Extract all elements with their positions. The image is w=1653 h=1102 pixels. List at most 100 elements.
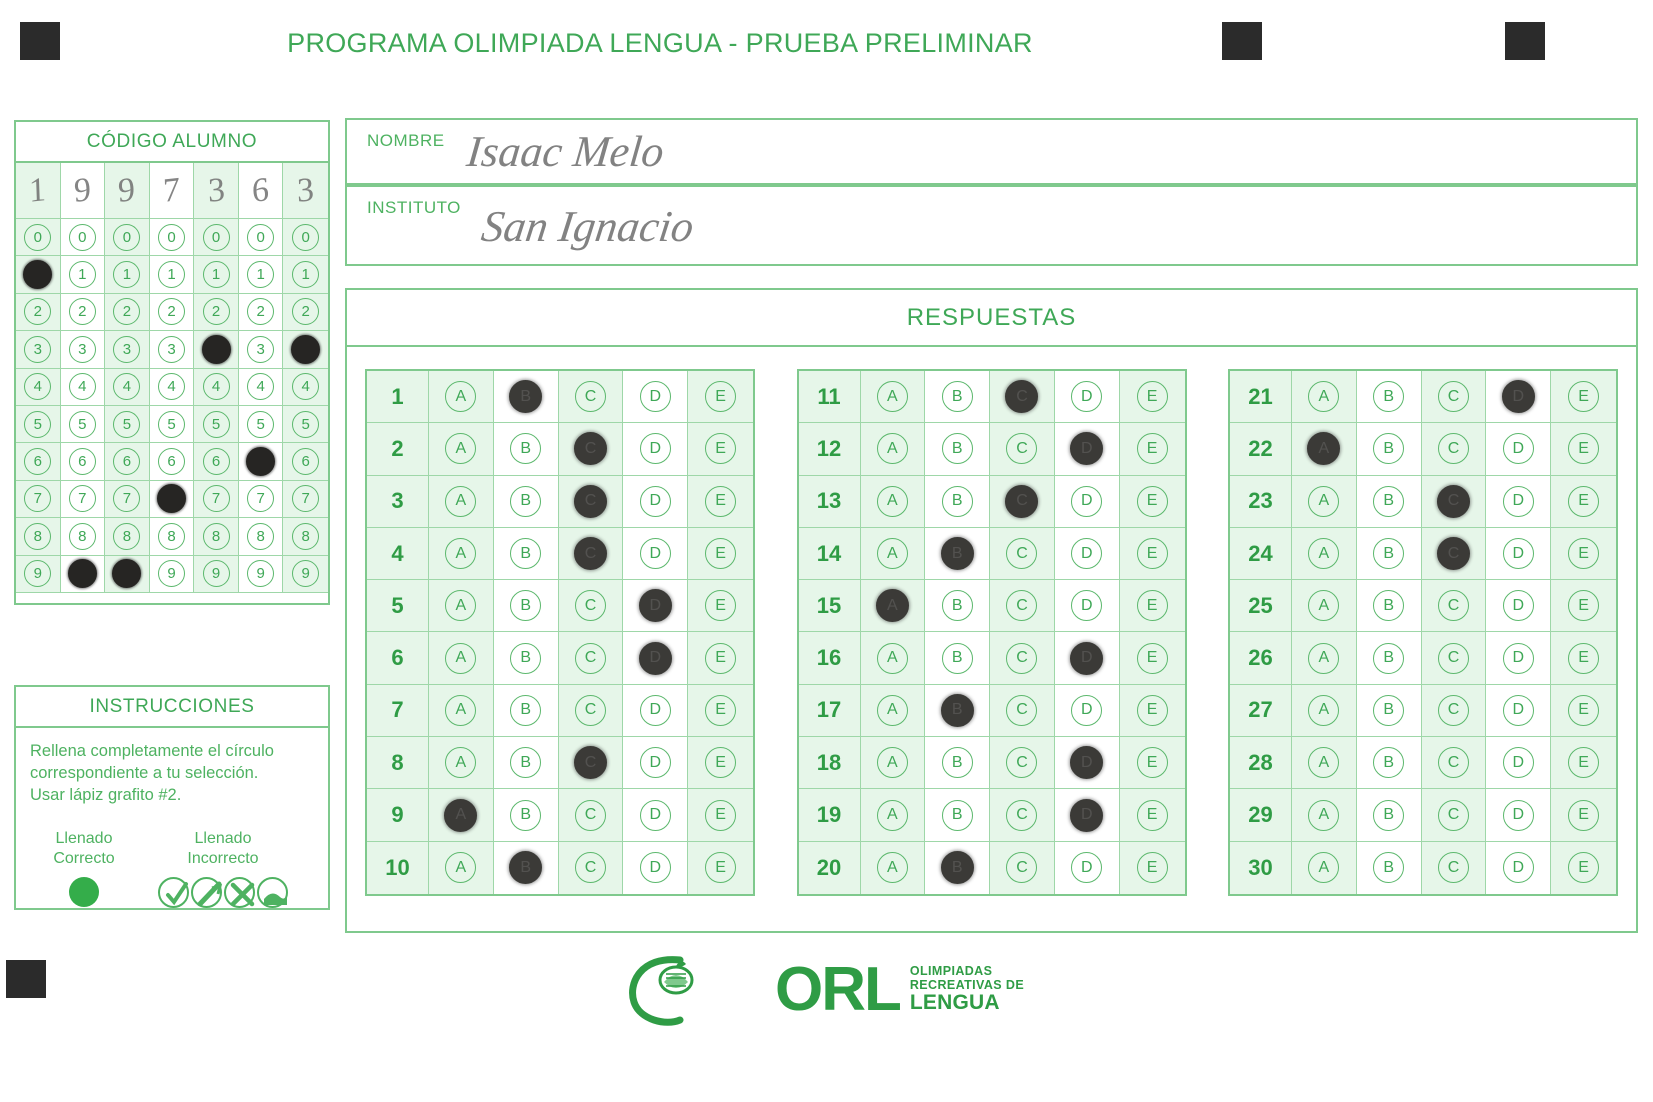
answer-option-cell[interactable]: A (860, 580, 926, 633)
answer-option-cell[interactable]: D (1486, 632, 1552, 685)
answer-bubble[interactable]: D (639, 433, 671, 465)
code-bubble[interactable]: 4 (157, 373, 185, 401)
answer-option-cell[interactable]: E (1119, 632, 1185, 685)
answer-bubble[interactable]: B (1373, 381, 1405, 413)
code-bubble-cell[interactable]: 1 (16, 256, 61, 294)
code-bubble[interactable]: 3 (113, 335, 141, 363)
answer-option-cell[interactable]: A (860, 737, 926, 790)
answer-option-cell[interactable]: C (558, 371, 624, 424)
answer-option-cell[interactable]: D (623, 423, 689, 476)
answer-bubble[interactable]: E (1136, 852, 1168, 884)
answer-option-cell[interactable]: A (429, 371, 494, 424)
answer-option-cell[interactable]: E (688, 737, 753, 790)
code-bubble-cell[interactable]: 2 (105, 293, 150, 332)
answer-bubble[interactable]: C (1437, 590, 1469, 622)
answer-option-cell[interactable]: B (925, 632, 991, 685)
answer-bubble[interactable]: C (1006, 538, 1038, 570)
answer-option-cell[interactable]: A (429, 423, 494, 476)
answer-bubble[interactable]: A (445, 642, 477, 674)
answer-option-cell[interactable]: E (688, 789, 753, 842)
answer-option-cell[interactable]: E (1551, 632, 1616, 685)
answer-bubble[interactable]: D (1502, 485, 1534, 517)
answer-option-cell[interactable]: C (990, 423, 1055, 476)
answer-option-cell[interactable]: B (925, 580, 991, 633)
answer-option-cell[interactable]: A (429, 475, 494, 528)
answer-bubble[interactable]: C (1006, 747, 1038, 779)
answer-bubble-filled[interactable]: D (1501, 380, 1535, 414)
code-bubble[interactable]: 7 (292, 485, 320, 513)
answer-option-cell[interactable]: B (493, 527, 559, 581)
code-bubble-cell[interactable]: 4 (238, 368, 284, 406)
answer-option-cell[interactable]: D (1054, 371, 1120, 424)
answer-bubble[interactable]: A (876, 485, 908, 517)
answer-option-cell[interactable]: C (990, 371, 1055, 424)
answer-bubble[interactable]: B (941, 433, 973, 465)
answer-option-cell[interactable]: C (1421, 841, 1487, 894)
answer-option-cell[interactable]: C (1421, 684, 1487, 738)
code-bubble-cell[interactable]: 7 (105, 480, 150, 519)
code-bubble[interactable]: 6 (292, 448, 320, 476)
code-bubble-filled[interactable]: 3 (291, 334, 321, 364)
answer-option-cell[interactable]: E (1119, 423, 1185, 476)
code-bubble-cell[interactable]: 6 (60, 443, 106, 481)
code-bubble[interactable]: 6 (157, 448, 185, 476)
answer-bubble[interactable]: E (1568, 433, 1600, 465)
code-bubble[interactable]: 4 (113, 373, 141, 401)
answer-bubble[interactable]: E (1568, 799, 1600, 831)
code-bubble[interactable]: 5 (292, 410, 320, 438)
code-bubble[interactable]: 8 (247, 522, 275, 550)
answer-option-cell[interactable]: D (623, 475, 689, 528)
answer-option-cell[interactable]: B (1356, 371, 1422, 424)
answer-bubble[interactable]: E (705, 694, 737, 726)
answer-bubble[interactable]: C (1437, 642, 1469, 674)
code-bubble[interactable]: 0 (157, 223, 185, 251)
code-bubble-cell[interactable]: 9 (283, 555, 328, 593)
answer-option-cell[interactable]: D (1055, 841, 1120, 894)
code-bubble-cell[interactable]: 4 (60, 368, 106, 406)
answer-bubble-filled[interactable]: C (573, 432, 607, 466)
answer-option-cell[interactable]: B (1356, 789, 1422, 842)
answer-bubble[interactable]: A (445, 852, 477, 884)
answer-bubble[interactable]: A (876, 694, 908, 726)
answer-bubble[interactable]: B (941, 485, 973, 517)
code-bubble[interactable]: 0 (202, 223, 230, 251)
answer-bubble-filled[interactable]: A (875, 589, 909, 623)
answer-option-cell[interactable]: B (493, 423, 559, 476)
answer-bubble-filled[interactable]: D (1070, 798, 1104, 832)
answer-bubble[interactable]: E (1136, 433, 1168, 465)
answer-option-cell[interactable]: D (1486, 737, 1552, 790)
answer-option-cell[interactable]: A (429, 632, 494, 685)
answer-option-cell[interactable]: C (558, 737, 624, 790)
answer-option-cell[interactable]: D (623, 527, 689, 581)
code-bubble[interactable]: 1 (113, 261, 141, 289)
answer-bubble[interactable]: B (510, 694, 542, 726)
answer-option-cell[interactable]: E (1119, 841, 1185, 894)
answer-option-cell[interactable]: C (990, 527, 1055, 581)
answer-option-cell[interactable]: B (925, 737, 991, 790)
answer-option-cell[interactable]: E (1551, 423, 1616, 476)
code-bubble-filled[interactable]: 7 (156, 484, 186, 514)
code-bubble[interactable]: 6 (113, 448, 141, 476)
answer-option-cell[interactable]: B (1356, 423, 1422, 476)
code-bubble[interactable]: 0 (113, 223, 141, 251)
answer-bubble-filled[interactable]: A (1307, 432, 1341, 466)
answer-option-cell[interactable]: A (429, 841, 494, 894)
answer-bubble[interactable]: B (941, 381, 973, 413)
answer-option-cell[interactable]: A (1292, 841, 1357, 894)
code-bubble[interactable]: 8 (157, 522, 185, 550)
answer-bubble[interactable]: A (876, 799, 908, 831)
code-bubble-cell[interactable]: 8 (149, 518, 195, 556)
answer-bubble[interactable]: D (1502, 433, 1534, 465)
answer-bubble-filled[interactable]: A (444, 798, 478, 832)
code-bubble[interactable]: 5 (202, 410, 230, 438)
answer-bubble[interactable]: C (1437, 694, 1469, 726)
code-bubble-cell[interactable]: 5 (149, 405, 195, 444)
code-bubble-cell[interactable]: 4 (283, 368, 328, 406)
code-bubble[interactable]: 2 (202, 298, 230, 326)
answer-option-cell[interactable]: D (1054, 580, 1120, 633)
code-bubble[interactable]: 0 (68, 223, 96, 251)
answer-bubble[interactable]: E (1136, 485, 1168, 517)
answer-bubble[interactable]: A (445, 381, 477, 413)
answer-bubble[interactable]: E (1136, 590, 1168, 622)
code-bubble-cell[interactable]: 9 (238, 555, 284, 593)
